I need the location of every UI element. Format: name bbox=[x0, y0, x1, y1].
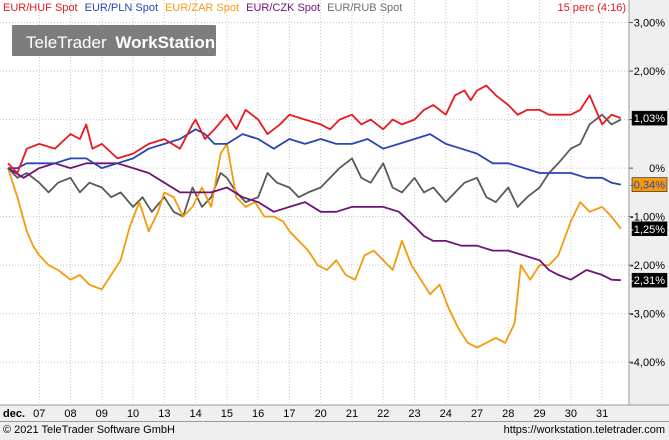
x-axis-ticks: dec. 07 08 09 10 13 14 15 16 17 20 21 22 23 24 27 28 29 30… bbox=[3, 408, 608, 420]
x-tick-label: 15 bbox=[221, 408, 233, 420]
x-tick-label: 22 bbox=[377, 408, 389, 420]
series-line-rub bbox=[7, 113, 622, 218]
last-value-tag: -2,31% bbox=[630, 272, 668, 288]
x-tick-label: dec. bbox=[3, 408, 25, 420]
legend-item-rub: EUR/RUB Spot bbox=[327, 2, 402, 14]
x-tick-label: 31 bbox=[596, 408, 608, 420]
legend-item-czk: EUR/CZK Spot bbox=[246, 2, 320, 14]
last-value-label: -1,25% bbox=[630, 224, 665, 236]
last-value-tag: -1,25% bbox=[630, 221, 668, 237]
x-tick-label: 30 bbox=[565, 408, 577, 420]
last-value-label: -2,31% bbox=[630, 275, 665, 287]
last-value-tags: 1,03% -0,34% -1,25% -2,31% bbox=[630, 110, 668, 288]
x-tick-label: 10 bbox=[127, 408, 139, 420]
y-tick-label: -4,00% bbox=[630, 357, 665, 369]
legend-item-huf: EUR/HUF Spot bbox=[3, 2, 78, 14]
logo-product: WorkStation bbox=[115, 33, 215, 52]
footer-url[interactable]: https://workstation.teletrader.com bbox=[503, 424, 665, 436]
footer: © 2021 TeleTrader Software GmbH https://… bbox=[0, 421, 669, 440]
y-tick-label: 0% bbox=[649, 163, 665, 175]
last-value-label: 1,03% bbox=[634, 113, 665, 125]
y-tick-label: -3,00% bbox=[630, 309, 665, 321]
x-tick-label: 17 bbox=[283, 408, 295, 420]
x-tick-label: 20 bbox=[315, 408, 327, 420]
x-tick-label: 14 bbox=[189, 408, 201, 420]
x-axis-panel bbox=[0, 405, 669, 421]
y-axis-ticks: 3,00%2,00%1,00%0%-1,00%-2,00%-3,00%-4,00… bbox=[629, 18, 665, 369]
y-axis-panel bbox=[629, 0, 669, 405]
x-tick-label: 08 bbox=[64, 408, 76, 420]
chart-svg: 3,00%2,00%1,00%0%-1,00%-2,00%-3,00%-4,00… bbox=[0, 0, 669, 421]
x-tick-label: 16 bbox=[252, 408, 264, 420]
last-value-tag: 1,03% bbox=[631, 110, 668, 126]
last-value-label: -0,34% bbox=[630, 180, 665, 192]
x-tick-label: 27 bbox=[471, 408, 483, 420]
x-tick-label: 13 bbox=[158, 408, 170, 420]
series-line-zar bbox=[7, 143, 622, 349]
legend: EUR/HUF Spot EUR/PLN Spot EUR/ZAR Spot E… bbox=[3, 2, 626, 14]
series-lines bbox=[7, 84, 622, 349]
teletrader-logo: TeleTrader WorkStation bbox=[12, 25, 216, 56]
legend-text: EUR/HUF Spot EUR/PLN Spot EUR/ZAR Spot E… bbox=[3, 2, 402, 14]
x-tick-label: 09 bbox=[96, 408, 108, 420]
logo-brand: TeleTrader bbox=[26, 33, 107, 52]
x-tick-label: 23 bbox=[408, 408, 420, 420]
x-tick-label: 21 bbox=[346, 408, 358, 420]
plot-area bbox=[0, 0, 629, 405]
y-tick-label: 2,00% bbox=[634, 66, 665, 78]
svg-text:TeleTrader WorkStation: TeleTrader WorkStation bbox=[26, 33, 215, 52]
series-line-pln bbox=[8, 128, 622, 186]
y-tick-label: -2,00% bbox=[630, 260, 665, 272]
series-line-huf bbox=[7, 84, 622, 174]
y-tick-label: 3,00% bbox=[634, 18, 665, 30]
copyright: © 2021 TeleTrader Software GmbH bbox=[3, 424, 175, 436]
interval-label: 15 perc (4:16) bbox=[558, 2, 626, 14]
x-tick-label: 07 bbox=[33, 408, 45, 420]
x-tick-label: 28 bbox=[502, 408, 514, 420]
x-tick-label: 29 bbox=[533, 408, 545, 420]
y-tick-label: -1,00% bbox=[630, 212, 665, 224]
legend-item-zar: EUR/ZAR Spot bbox=[165, 2, 239, 14]
last-value-tag: -0,34% bbox=[630, 177, 668, 192]
x-tick-label: 24 bbox=[440, 408, 452, 420]
legend-item-pln: EUR/PLN Spot bbox=[85, 2, 158, 14]
